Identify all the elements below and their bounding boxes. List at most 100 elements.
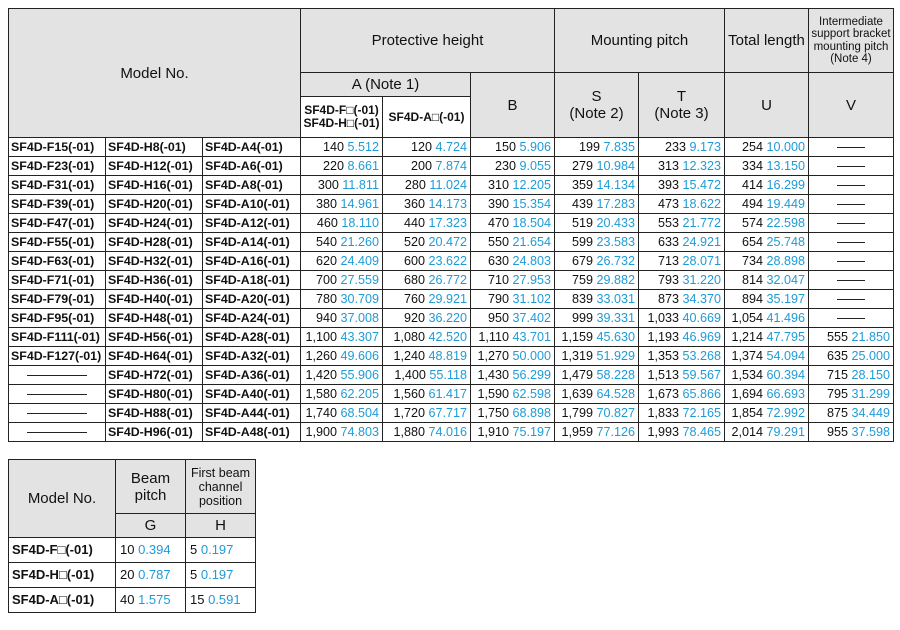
a1-cell-inch: 37.008 (340, 311, 379, 325)
model-h: SF4D-H24(-01) (108, 216, 193, 230)
table-row: SF4D-F31(-01) SF4D-H16(-01) SF4D-A8(-01) 30… (8, 175, 894, 195)
g-cell-inch: 0.394 (138, 542, 171, 557)
table-row: SF4D-H88(-01) SF4D-A44(-01) 1,740 68.504 1,… (8, 403, 894, 423)
a1-cell-inch: 68.504 (340, 406, 379, 420)
dash-line (837, 204, 865, 206)
g-cell: 40 1.575 (115, 587, 186, 613)
model-a-cell: SF4D-A24(-01) (202, 308, 301, 328)
u-cell: 1,214 47.795 (724, 327, 809, 347)
a2-cell-mm: 680 (403, 273, 425, 287)
a1-cell: 1,260 49.606 (300, 346, 383, 366)
s-cell-mm: 599 (571, 235, 593, 249)
u-cell: 1,374 54.094 (724, 346, 809, 366)
b-cell-mm: 1,910 (477, 425, 509, 439)
model-h: SF4D-H72(-01) (108, 368, 193, 382)
small-header-first-beam: First beam channel position (185, 459, 256, 514)
model-a: SF4D-A12(-01) (205, 216, 290, 230)
v-cell: 555 21.850 (808, 327, 894, 347)
b-cell: 1,430 56.299 (470, 365, 555, 385)
b-cell-mm: 1,590 (477, 387, 509, 401)
model-a: SF4D-A32(-01) (205, 349, 290, 363)
model-h: SF4D-H40(-01) (108, 292, 193, 306)
b-cell-inch: 43.701 (512, 330, 551, 344)
t-cell-mm: 1,353 (647, 349, 679, 363)
a2-cell-mm: 1,400 (394, 368, 426, 382)
t-cell: 393 15.472 (638, 175, 725, 195)
s-cell: 599 23.583 (554, 232, 639, 252)
a1-cell-mm: 300 (317, 178, 339, 192)
s-cell-inch: 20.433 (596, 216, 635, 230)
v-cell-inch: 21.850 (851, 330, 890, 344)
s-cell: 1,639 64.528 (554, 384, 639, 404)
s-cell-mm: 439 (571, 197, 593, 211)
s-cell: 439 17.283 (554, 194, 639, 214)
a2-cell-inch: 67.717 (428, 406, 467, 420)
v-cell-empty (808, 251, 894, 271)
u-cell-inch: 35.197 (766, 292, 805, 306)
u-cell-mm: 334 (741, 159, 763, 173)
v-cell-mm: 715 (826, 368, 848, 382)
a2-cell-inch: 14.173 (428, 197, 467, 211)
v-cell-mm: 795 (826, 387, 848, 401)
t-cell-inch: 9.173 (689, 140, 721, 154)
s-cell-mm: 199 (578, 140, 600, 154)
s-cell: 279 10.984 (554, 156, 639, 176)
u-cell: 1,694 66.693 (724, 384, 809, 404)
a1-cell-inch: 62.205 (340, 387, 379, 401)
model-f-cell: SF4D-F71(-01) (8, 270, 106, 290)
a1-cell: 540 21.260 (300, 232, 383, 252)
a1-cell-inch: 8.661 (347, 159, 379, 173)
model-h-cell: SF4D-H88(-01) (105, 403, 203, 423)
v-cell-empty (808, 308, 894, 328)
small-model: SF4D-H□(-01) (12, 567, 95, 582)
u-cell-mm: 1,854 (731, 406, 763, 420)
model-f-cell: SF4D-F47(-01) (8, 213, 106, 233)
model-a-cell: SF4D-A16(-01) (202, 251, 301, 271)
v-cell-empty (808, 232, 894, 252)
model-h-cell: SF4D-H16(-01) (105, 175, 203, 195)
a2-cell-mm: 360 (403, 197, 425, 211)
b-cell: 390 15.354 (470, 194, 555, 214)
v-cell-empty (808, 289, 894, 309)
table-row: SF4D-F47(-01) SF4D-H24(-01) SF4D-A12(-01) 4… (8, 213, 894, 233)
model-f-cell: SF4D-F15(-01) (8, 137, 106, 157)
t-cell-mm: 473 (657, 197, 679, 211)
v-cell-empty (808, 194, 894, 214)
b-cell-mm: 1,110 (478, 330, 509, 344)
a2-cell-inch: 29.921 (428, 292, 467, 306)
v-cell: 715 28.150 (808, 365, 894, 385)
t-cell: 713 28.071 (638, 251, 725, 271)
g-cell-mm: 10 (120, 542, 135, 557)
a2-cell-mm: 520 (403, 235, 425, 249)
model-a-cell: SF4D-A10(-01) (202, 194, 301, 214)
model-a-cell: SF4D-A32(-01) (202, 346, 301, 366)
u-cell-inch: 10.000 (766, 140, 805, 154)
t-cell-inch: 28.071 (682, 254, 721, 268)
b-cell-mm: 790 (487, 292, 509, 306)
b-cell: 150 5.906 (470, 137, 555, 157)
a1-cell: 1,420 55.906 (300, 365, 383, 385)
s-cell-inch: 17.283 (596, 197, 635, 211)
b-cell-mm: 310 (487, 178, 509, 192)
b-cell-inch: 37.402 (512, 311, 551, 325)
a1-cell: 380 14.961 (300, 194, 383, 214)
a1-cell-mm: 1,260 (305, 349, 337, 363)
a1-cell-inch: 21.260 (340, 235, 379, 249)
a2-cell: 360 14.173 (382, 194, 471, 214)
u-cell-mm: 814 (741, 273, 763, 287)
a2-cell: 200 7.874 (382, 156, 471, 176)
header-t-line2: (Note 3) (654, 105, 709, 122)
dimensions-table-body: SF4D-F15(-01) SF4D-H8(-01) SF4D-A4(-01) 140… (8, 137, 894, 442)
s-cell-inch: 23.583 (596, 235, 635, 249)
a2-cell: 600 23.622 (382, 251, 471, 271)
b-cell-inch: 5.906 (519, 140, 551, 154)
v-cell-inch: 37.598 (851, 425, 890, 439)
model-h-cell: SF4D-H96(-01) (105, 422, 203, 442)
a2-cell-mm: 600 (403, 254, 425, 268)
beam-pitch-table-body: SF4D-F□(-01) 10 0.394 5 0.197 SF4D-H□(-01) 2… (8, 537, 256, 613)
t-cell-inch: 18.622 (682, 197, 721, 211)
b-cell-mm: 1,750 (477, 406, 509, 420)
model-h-cell: SF4D-H20(-01) (105, 194, 203, 214)
model-a: SF4D-A40(-01) (205, 387, 290, 401)
model-h-cell: SF4D-H72(-01) (105, 365, 203, 385)
